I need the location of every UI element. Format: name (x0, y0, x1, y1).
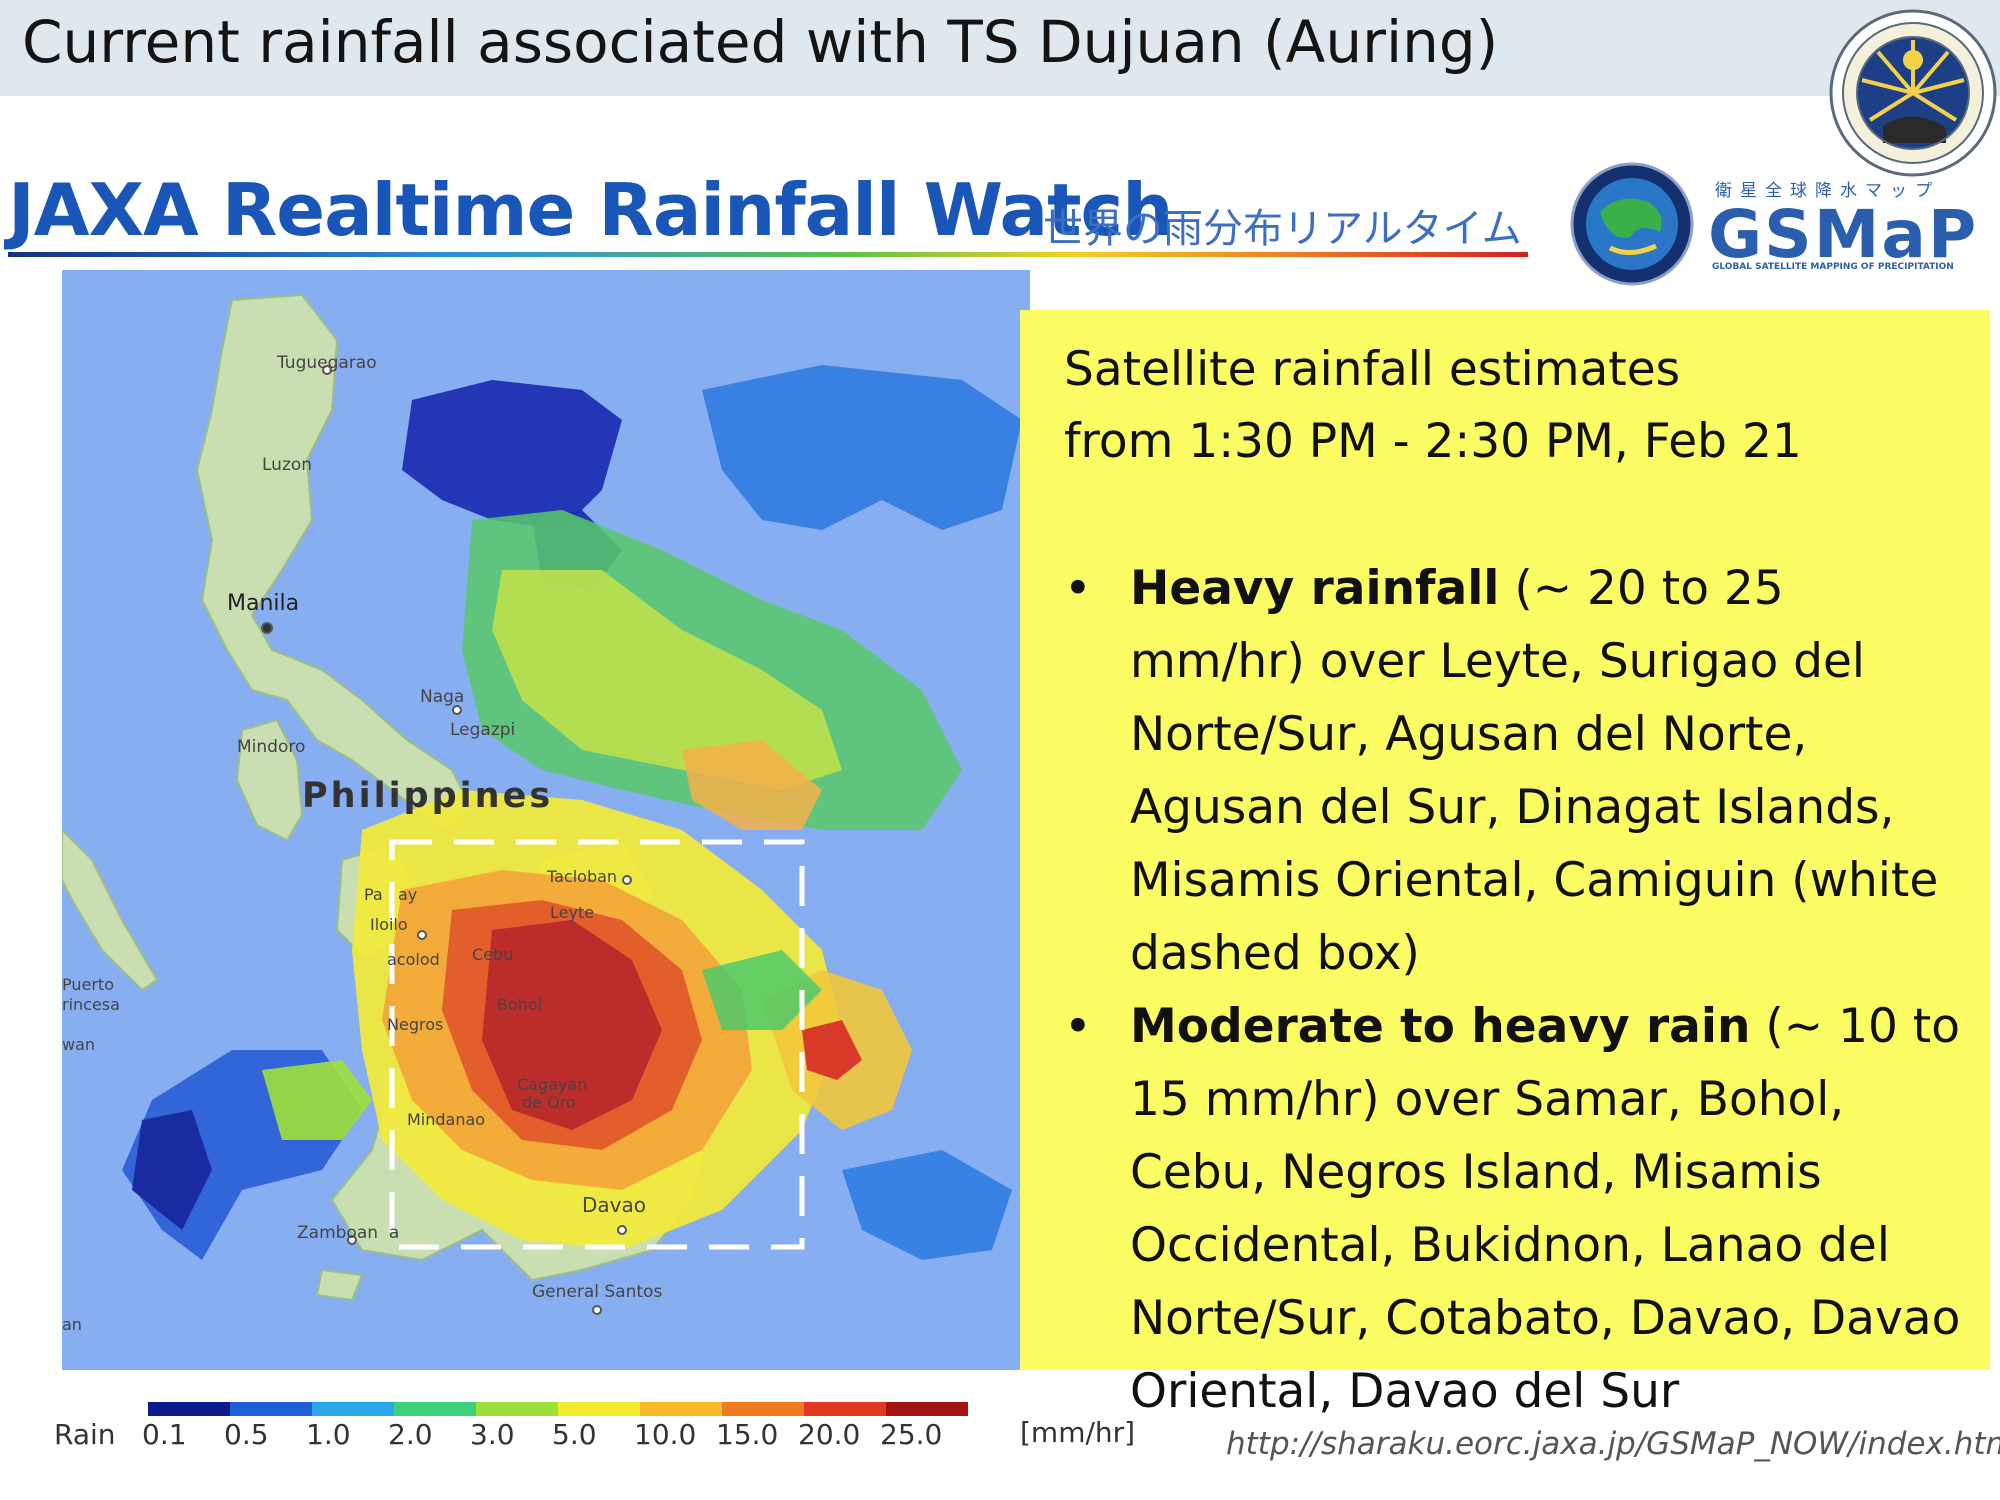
tacloban-point-icon (622, 875, 632, 885)
legend-swatch (804, 1402, 886, 1416)
heavy-rainfall-text: (~ 20 to 25 mm/hr) over Leyte, Surigao d… (1130, 561, 1939, 981)
label-leyte: Leyte (550, 903, 594, 922)
label-bacolod: acolod (387, 950, 440, 969)
rain-green-sw (262, 1060, 372, 1140)
gsmap-japanese-text: 衛星全球降水マップ (1715, 181, 1940, 201)
page-title: Current rainfall associated with TS Duju… (22, 8, 1499, 76)
general-santos-point-icon (592, 1305, 602, 1315)
title-bar: Current rainfall associated with TS Duju… (0, 0, 2000, 96)
sulu-landmass (315, 1268, 364, 1302)
legend-tick-label: 15.0 (716, 1418, 779, 1451)
rain-dark-red-core (482, 920, 662, 1130)
banner-japanese-title: 世界の雨分布リアルタイム (1043, 206, 1522, 252)
legend-tick-label: 5.0 (552, 1418, 597, 1451)
heavy-rainfall-heading: Heavy rainfall (1130, 561, 1500, 616)
rain-darkblue-sw (132, 1110, 212, 1230)
manila-point-icon (261, 622, 273, 634)
label-manila: Manila (227, 591, 299, 616)
gsmap-subtitle: GLOBAL SATELLITE MAPPING OF PRECIPITATIO… (1712, 262, 1954, 272)
legend-swatch (640, 1402, 722, 1416)
legend-swatch (886, 1402, 968, 1416)
summary-lead-line1: Satellite rainfall estimates (1064, 342, 1681, 397)
summary-lead: Satellite rainfall estimates from 1:30 P… (1064, 334, 1966, 478)
legend-units: [mm/hr] (1020, 1416, 1136, 1449)
label-puerto-princesa-line2: rincesa (62, 995, 120, 1014)
label-legazpi: Legazpi (450, 720, 515, 740)
rain-dark-blue-north (402, 380, 622, 530)
legend-swatch (148, 1402, 230, 1416)
iloilo-point-icon (417, 930, 427, 940)
legend-swatch (722, 1402, 804, 1416)
tuguegarao-point-icon (322, 365, 332, 375)
legend-tick-label: 1.0 (306, 1418, 351, 1451)
legend-tick-label: 25.0 (880, 1418, 943, 1451)
moderate-rain-text: (~ 10 to 15 mm/hr) over Samar, Bohol, Ce… (1130, 999, 1961, 1419)
label-philippines: Philippines (302, 776, 553, 816)
legend-tick-label: 20.0 (798, 1418, 861, 1451)
observatory-seal-icon (1829, 9, 1997, 177)
moderate-rain-heading: Moderate to heavy rain (1130, 999, 1751, 1054)
legend-tick-label: 3.0 (470, 1418, 515, 1451)
rain-blue-east-cells (842, 1150, 1012, 1260)
zamboanga-point-icon (347, 1235, 357, 1245)
legend-label: Rain (54, 1418, 116, 1451)
label-cagayan-line2: de Oro (522, 1093, 576, 1112)
legend-swatch (230, 1402, 312, 1416)
rain-se-red-cell (802, 1020, 862, 1080)
summary-lead-line2: from 1:30 PM - 2:30 PM, Feb 21 (1064, 414, 1802, 469)
legend-color-bar (148, 1402, 968, 1416)
source-url: http://sharaku.eorc.jaxa.jp/GSMaP_NOW/in… (1226, 1426, 2000, 1462)
label-negros: Negros (387, 1015, 443, 1034)
label-zamboanga: Zamboan a (297, 1223, 399, 1243)
label-cagayan-line1: Cagayan (517, 1075, 587, 1094)
label-edge: an (62, 1315, 82, 1334)
legend-swatch (558, 1402, 640, 1416)
legend-tick-label: 0.5 (224, 1418, 269, 1451)
rain-yellow-east-band (682, 740, 822, 830)
palawan-landmass (62, 828, 159, 992)
mindoro-landmass (235, 718, 304, 842)
bullet-icon: • (1064, 999, 1092, 1054)
label-tuguegarao: Tuguegarao (276, 353, 377, 373)
davao-point-icon (617, 1225, 627, 1235)
rainfall-summary-box: Satellite rainfall estimates from 1:30 P… (1020, 310, 1990, 1419)
rain-blue-ne (702, 365, 1022, 530)
rainfall-bullet-list: • Heavy rainfall (~ 20 to 25 mm/hr) over… (1044, 552, 1966, 1428)
jaxa-banner: JAXA Realtime Rainfall Watch 世界の雨分布リアルタイ… (8, 160, 1538, 260)
label-mindoro: Mindoro (237, 737, 305, 757)
rain-yellow-green (492, 570, 842, 790)
gsmap-wordmark: GSMaP (1708, 196, 1979, 273)
heavy-rain-dashed-box (389, 839, 805, 1250)
list-item: • Heavy rainfall (~ 20 to 25 mm/hr) over… (1044, 552, 1966, 990)
label-palawan: wan (62, 1035, 95, 1054)
legend-tick-label: 2.0 (388, 1418, 433, 1451)
label-naga: Naga (420, 687, 464, 707)
legend-swatch (476, 1402, 558, 1416)
gsmap-globe-icon (1570, 162, 1694, 286)
banner-title: JAXA Realtime Rainfall Watch (8, 168, 1173, 252)
list-item: • Moderate to heavy rain (~ 10 to 15 mm/… (1044, 990, 1966, 1428)
label-bohol: Bohol (497, 995, 542, 1014)
label-puerto-princesa-line1: Puerto (62, 975, 114, 994)
banner-rainbow-underline (8, 252, 1528, 257)
label-luzon: Luzon (262, 455, 312, 475)
naga-point-icon (452, 705, 462, 715)
legend-tick-label: 0.1 (142, 1418, 187, 1451)
label-general-santos: General Santos (532, 1282, 662, 1302)
legend-tick-label: 10.0 (634, 1418, 697, 1451)
rainfall-shading (122, 365, 1022, 1260)
label-cebu: Cebu (472, 945, 513, 964)
bullet-icon: • (1064, 561, 1092, 616)
legend-swatch (394, 1402, 476, 1416)
rain-legend: Rain 0.1 0.5 1.0 2.0 3.0 5.0 10.0 15.0 20.0 25.0 … (40, 1390, 1160, 1460)
rainfall-map: Tuguegarao Luzon Manila Naga Legazpi Min… (62, 270, 1030, 1370)
legend-swatch (312, 1402, 394, 1416)
label-panay: Pa ay (364, 885, 417, 904)
rain-green-east (702, 950, 822, 1030)
label-mindanao: Mindanao (407, 1110, 485, 1129)
label-davao: Davao (582, 1193, 646, 1217)
label-tacloban: Tacloban (546, 867, 617, 886)
label-iloilo: Iloilo (370, 915, 408, 934)
